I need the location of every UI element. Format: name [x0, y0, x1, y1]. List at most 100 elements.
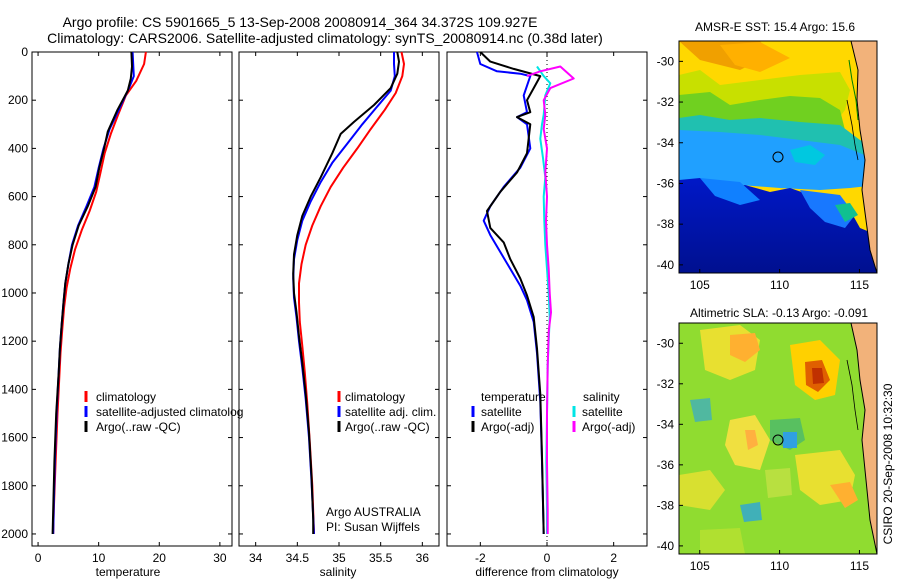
map-xtick-label: 115 — [850, 278, 869, 292]
map-ytick-label: -34 — [657, 417, 675, 431]
map-xtick-label: 105 — [690, 278, 710, 292]
sst-map-panel: AMSR-E SST: 15.4 Argo: 15.6 -30 -32 -34 -36… — [657, 20, 878, 292]
sla-map-yticks: -30 -32 -34 -36 -38 -40 — [657, 336, 683, 553]
map-xtick-label: 115 — [850, 559, 869, 573]
map-ytick-label: -36 — [657, 458, 675, 472]
series-line-argo-raw-qc- — [292, 51, 400, 534]
difference-panel: -2 0 2 difference from climatology tempera… — [446, 51, 648, 579]
map-ytick-label: -36 — [657, 176, 675, 190]
sla-map-panel: Altimetric SLA: -0.13 Argo: -0.091 — [657, 306, 878, 573]
map-ytick-label: -32 — [657, 95, 675, 109]
series-line-climatology — [298, 51, 405, 535]
xtick-label: 35.5 — [369, 551, 393, 565]
xtick-label: 35 — [332, 551, 346, 565]
temperature-legend-label-3: Argo(..raw -QC) — [96, 420, 181, 434]
series-line-satellite-adj-clim- — [292, 52, 396, 535]
map-ytick-label: -38 — [657, 498, 675, 512]
ytick-label: 0 — [21, 45, 28, 59]
map-ytick-label: -40 — [657, 258, 675, 272]
map-ytick-label: -40 — [657, 539, 675, 553]
ytick-label: 2000 — [1, 527, 28, 541]
series-line-argo-raw-qc- — [51, 51, 133, 535]
ytick-label: 400 — [8, 141, 28, 155]
sst-map-title: AMSR-E SST: 15.4 Argo: 15.6 — [695, 20, 855, 34]
salinity-xlabel: salinity — [320, 565, 357, 579]
series-line-salinity-satellite — [536, 65, 552, 534]
difference-legend-label-s2: Argo(-adj) — [582, 420, 635, 434]
series-line-climatology — [52, 51, 147, 535]
ytick-label: 200 — [8, 93, 28, 107]
xtick-label: 20 — [153, 551, 167, 565]
sla-argo-marker — [772, 434, 784, 446]
temperature-legend: climatology satellite-adjusted climatolo… — [84, 390, 243, 434]
series-line-salinity-argo-adj- — [526, 65, 575, 534]
sst-argo-marker — [772, 151, 784, 163]
ytick-label: 800 — [8, 238, 28, 252]
map-ytick-label: -30 — [657, 336, 675, 350]
difference-xlabel: difference from climatology — [475, 565, 618, 579]
difference-legend-title-temperature: temperature — [481, 390, 546, 404]
series-line-temperature-argo-adj- — [479, 51, 545, 535]
sla-map-image — [679, 323, 877, 554]
salinity-annotation-line2: PI: Susan Wijffels — [326, 520, 420, 534]
salinity-series — [292, 51, 405, 535]
difference-xticks: -2 0 2 — [475, 52, 617, 565]
difference-legend: temperature satellite Argo(-adj) salinit… — [471, 390, 635, 434]
sst-map-frame — [678, 40, 878, 274]
temperature-legend-label-2: satellite-adjusted climatolog — [96, 405, 243, 419]
xtick-label: -2 — [475, 551, 486, 565]
series-line-temperature-satellite — [476, 51, 545, 535]
salinity-yticks — [239, 51, 439, 535]
temperature-xticks: 0 10 20 30 — [35, 52, 227, 565]
sst-map-xticks: 105 110 115 — [690, 269, 869, 292]
salinity-xticks: 34 34.5 35 35.5 36 — [249, 52, 429, 565]
salinity-axes-frame — [238, 51, 440, 547]
salinity-legend-label-2: satellite adj. clim. — [345, 405, 436, 419]
difference-legend-label-s1: satellite — [582, 405, 623, 419]
difference-yticks — [447, 51, 647, 535]
figure-title-line1: Argo profile: CS 5901665_5 13-Sep-2008 2… — [63, 14, 538, 30]
map-ytick-label: -32 — [657, 377, 675, 391]
temperature-series — [51, 51, 147, 535]
xtick-label: 30 — [213, 551, 227, 565]
ytick-label: 1800 — [1, 479, 28, 493]
difference-legend-title-salinity: salinity — [583, 390, 620, 404]
map-ytick-label: -30 — [657, 54, 675, 68]
map-xtick-label: 110 — [770, 278, 789, 292]
salinity-annotation-line1: Argo AUSTRALIA — [326, 505, 421, 519]
xtick-label: 34.5 — [286, 551, 310, 565]
sst-map-image — [679, 41, 877, 273]
salinity-legend-label-3: Argo(..raw -QC) — [345, 420, 430, 434]
sst-map-yticks: -30 -32 -34 -36 -38 -40 — [657, 54, 683, 272]
salinity-legend-label-1: climatology — [345, 390, 405, 404]
xtick-label: 34 — [249, 551, 263, 565]
figure-title-line2: Climatology: CARS2006. Satellite-adjuste… — [47, 30, 603, 46]
ytick-label: 1400 — [1, 382, 28, 396]
xtick-label: 10 — [92, 551, 106, 565]
difference-legend-label-t1: satellite — [481, 405, 522, 419]
ytick-label: 1200 — [1, 334, 28, 348]
temperature-panel: 0 200 400 600 800 1000 1200 1400 1600 1800 2000 0 1… — [1, 45, 243, 579]
map-xtick-label: 105 — [690, 559, 710, 573]
ytick-label: 1600 — [1, 431, 28, 445]
map-ytick-label: -34 — [657, 136, 675, 150]
salinity-legend: climatology satellite adj. clim. Argo(..… — [337, 390, 436, 434]
sla-map-xticks: 105 110 115 — [690, 550, 869, 573]
temperature-axes-frame — [31, 51, 233, 547]
temperature-yticks: 0 200 400 600 800 1000 1200 1400 1600 1800 2000 — [1, 45, 232, 541]
difference-legend-label-t2: Argo(-adj) — [481, 420, 534, 434]
xtick-label: 2 — [610, 551, 617, 565]
ytick-label: 1000 — [1, 286, 28, 300]
temperature-xlabel: temperature — [96, 565, 161, 579]
sla-map-title: Altimetric SLA: -0.13 Argo: -0.091 — [690, 306, 868, 320]
sla-map-frame — [678, 322, 878, 555]
difference-series — [476, 51, 575, 535]
ytick-label: 600 — [8, 190, 28, 204]
xtick-label: 0 — [544, 551, 551, 565]
temperature-legend-label-1: climatology — [96, 390, 156, 404]
salinity-panel: 34 34.5 35 35.5 36 salinity climatology sate… — [238, 51, 440, 579]
side-timestamp: CSIRO 20-Sep-2008 10:32:30 — [881, 383, 895, 544]
map-xtick-label: 110 — [770, 559, 789, 573]
map-ytick-label: -38 — [657, 217, 675, 231]
